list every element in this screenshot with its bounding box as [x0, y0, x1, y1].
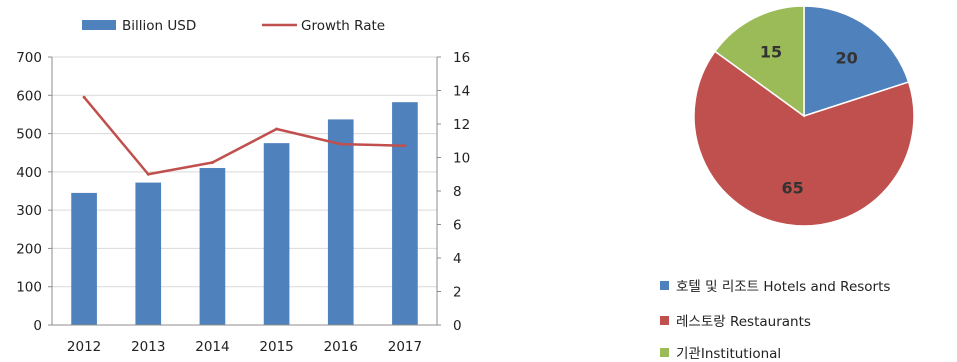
pie-slice-hotels — [803, 5, 910, 118]
y-right-tick-label: 12 — [453, 117, 470, 133]
pie-chart: 20 65 15 — [693, 5, 915, 227]
axes — [48, 56, 441, 326]
y-left-tick-label: 400 — [16, 165, 42, 181]
legend-label-bar: Billion USD — [122, 18, 196, 34]
tick-labels: 0 100 200 300 400 500 600 700 0 2 4 6 8 10 12 14 16 2012 2… — [16, 50, 470, 355]
bar-series — [71, 102, 418, 325]
y-left-tick-label: 700 — [16, 50, 42, 66]
gridlines — [52, 56, 437, 288]
y-right-tick-label: 10 — [453, 151, 470, 167]
legend-label-line: Growth Rate — [301, 18, 385, 34]
pie-value-label-hotels: 20 — [836, 48, 858, 67]
y-left-tick-label: 500 — [16, 127, 42, 143]
y-left-tick-label: 300 — [16, 203, 42, 219]
pie-legend-label-institutional: 기관Institutional — [676, 346, 782, 362]
growth-rate-line — [82, 95, 407, 176]
growth-rate-point-2016 — [339, 142, 343, 146]
x-tick-label: 2015 — [259, 339, 293, 355]
x-tick-label: 2012 — [67, 339, 101, 355]
pie-value-label-restaurants: 65 — [782, 179, 804, 198]
pie-legend-swatch-restaurants — [660, 315, 669, 325]
growth-rate-point-2015 — [275, 127, 279, 131]
pie-legend-swatch-hotels — [660, 280, 669, 290]
pie-value-label-institutional: 15 — [760, 42, 782, 61]
y-right-tick-label: 16 — [453, 50, 470, 66]
pie-legend-label-restaurants: 레스토랑 Restaurants — [676, 314, 811, 330]
bar-2012 — [71, 192, 97, 325]
growth-rate-point-2012 — [82, 95, 86, 99]
legend-swatch-bar — [82, 20, 116, 30]
bar-2014 — [199, 168, 226, 325]
x-tick-label: 2013 — [131, 339, 165, 355]
growth-rate-point-2013 — [146, 172, 150, 176]
growth-rate-point-2014 — [210, 161, 214, 165]
pie-legend-label-hotels: 호텔 및 리조트 Hotels and Resorts — [676, 279, 891, 295]
y-left-tick-label: 200 — [16, 241, 42, 257]
bar-2015 — [263, 143, 290, 325]
bar-2016 — [327, 119, 354, 325]
y-left-tick-label: 600 — [16, 88, 42, 104]
y-right-tick-label: 4 — [453, 251, 462, 267]
y-left-tick-label: 100 — [16, 280, 42, 296]
pie-legend-item-hotels: 호텔 및 리조트 Hotels and Resorts — [660, 275, 890, 295]
y-left-tick-label: 0 — [33, 318, 42, 334]
x-tick-label: 2014 — [195, 339, 229, 355]
pie-legend-swatch-institutional — [660, 347, 669, 357]
y-right-tick-label: 6 — [453, 218, 462, 234]
pie-legend-item-restaurants: 레스토랑 Restaurants — [660, 310, 811, 330]
pie-slices — [693, 5, 915, 227]
bar-2017 — [392, 102, 418, 325]
bar-2013 — [135, 182, 162, 325]
pie-slice-institutional — [713, 5, 805, 118]
growth-rate-point-2017 — [403, 144, 407, 148]
y-right-tick-label: 0 — [453, 318, 462, 334]
y-right-tick-label: 8 — [453, 184, 462, 200]
pie-slice-restaurants — [693, 50, 915, 227]
x-tick-label: 2017 — [388, 339, 422, 355]
pie-legend-item-institutional: 기관Institutional — [660, 342, 781, 362]
x-tick-label: 2016 — [324, 339, 358, 355]
pie-data-labels: 20 65 15 — [760, 42, 858, 197]
y-right-tick-label: 2 — [453, 285, 462, 301]
growth-rate-polyline — [83, 96, 405, 176]
combo-chart: 0 100 200 300 400 500 600 700 0 2 4 6 8 10 12 14 16 2012 2… — [16, 18, 470, 355]
y-right-tick-label: 14 — [453, 84, 470, 100]
combo-legend: Billion USD Growth Rate — [82, 18, 385, 34]
